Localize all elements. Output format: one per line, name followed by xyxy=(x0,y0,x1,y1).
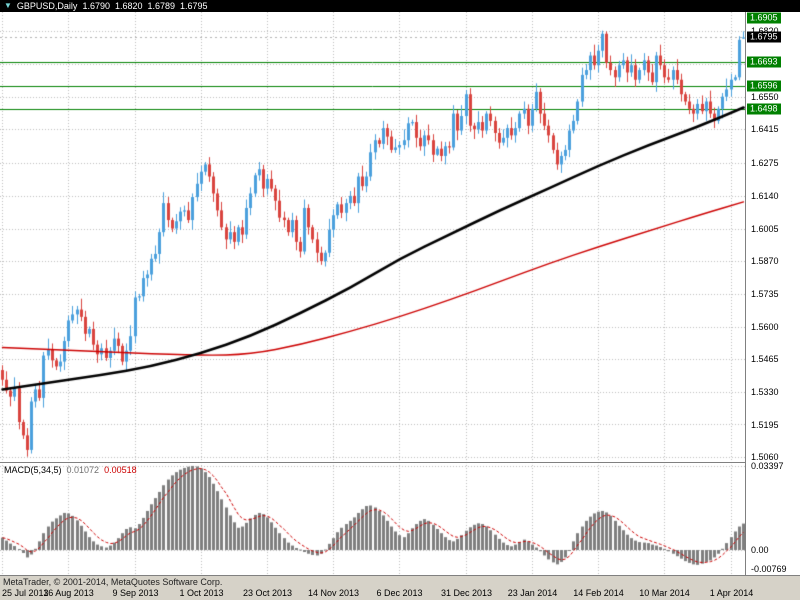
price-axis-label: 1.5060 xyxy=(751,452,779,463)
time-axis-label: 14 Nov 2013 xyxy=(307,588,360,598)
time-axis-label: 16 Aug 2013 xyxy=(43,588,94,598)
macd-axis-label: 0.03397 xyxy=(751,461,784,472)
time-axis-label: 6 Dec 2013 xyxy=(376,588,423,598)
price-chart-pane xyxy=(0,12,745,462)
time-axis-label: 23 Jan 2014 xyxy=(507,588,558,598)
price-axis-label: 1.5195 xyxy=(751,419,779,430)
price-chart-canvas[interactable] xyxy=(0,12,745,462)
price-axis-label: 1.6820 xyxy=(751,26,779,36)
macd-axis-label: -0.00769 xyxy=(751,564,787,575)
collapse-triangle-icon[interactable]: ▼ xyxy=(4,1,12,10)
time-axis-label: 14 Feb 2014 xyxy=(573,588,624,598)
close-value: 1.6795 xyxy=(180,1,208,11)
level-price-label[interactable]: 1.6693 xyxy=(747,56,781,68)
bid-price-label: 1.6795 xyxy=(747,31,781,43)
chart-info-bar: ▼ GBPUSD,Daily 1.6790 1.6820 1.6789 1.67… xyxy=(0,0,800,12)
time-axis-label: 1 Oct 2013 xyxy=(179,588,224,598)
time-axis-label: 23 Oct 2013 xyxy=(242,588,293,598)
price-axis-label: 1.5330 xyxy=(751,386,779,397)
pane-separator[interactable] xyxy=(0,462,800,463)
low-value: 1.6789 xyxy=(147,1,176,11)
macd-main-value: 0.01072 xyxy=(66,465,100,475)
price-axis-label: 1.5600 xyxy=(751,321,779,332)
high-value: 1.6820 xyxy=(114,1,143,11)
macd-indicator-canvas[interactable] xyxy=(0,462,745,575)
price-axis-label: 1.5735 xyxy=(751,288,779,299)
price-axis-label: 1.5870 xyxy=(751,256,779,267)
time-axis-label: 25 Jul 2013 xyxy=(2,588,49,598)
time-axis-label: 9 Sep 2013 xyxy=(112,588,159,598)
macd-axis-label: 0.00 xyxy=(751,545,769,556)
copyright-label: MetaTrader, © 2001-2014, MetaQuotes Soft… xyxy=(3,577,223,587)
price-axis-label: 1.6005 xyxy=(751,223,779,234)
macd-name-label: MACD(5,34,5) xyxy=(4,465,62,475)
time-axis-label: 10 Mar 2014 xyxy=(639,588,690,598)
price-axis-label: 1.6415 xyxy=(751,124,779,135)
price-axis[interactable]: 1.6820 1.6550 1.6415 1.6275 1.6140 1.6005 1.58… xyxy=(745,12,800,575)
macd-indicator-label: MACD(5,34,5) 0.01072 0.00518 xyxy=(4,465,137,475)
macd-indicator-pane xyxy=(0,462,745,575)
open-value: 1.6790 xyxy=(82,1,110,11)
macd-signal-value: 0.00518 xyxy=(104,465,137,475)
price-axis-label: 1.5465 xyxy=(751,354,779,365)
time-axis-label: 1 Apr 2014 xyxy=(709,588,754,598)
time-axis-label: 31 Dec 2013 xyxy=(440,588,493,598)
symbol-period-label: GBPUSD,Daily xyxy=(16,1,78,11)
price-axis-label: 1.6140 xyxy=(751,190,779,201)
price-axis-label: 1.6550 xyxy=(751,91,779,102)
level-price-label[interactable]: 1.6596 xyxy=(747,80,781,92)
level-price-label[interactable]: 1.6905 xyxy=(747,12,781,24)
level-price-label[interactable]: 1.6498 xyxy=(747,103,781,115)
time-axis[interactable]: MetaTrader, © 2001-2014, MetaQuotes Soft… xyxy=(0,575,800,600)
price-axis-label: 1.6275 xyxy=(751,158,779,169)
